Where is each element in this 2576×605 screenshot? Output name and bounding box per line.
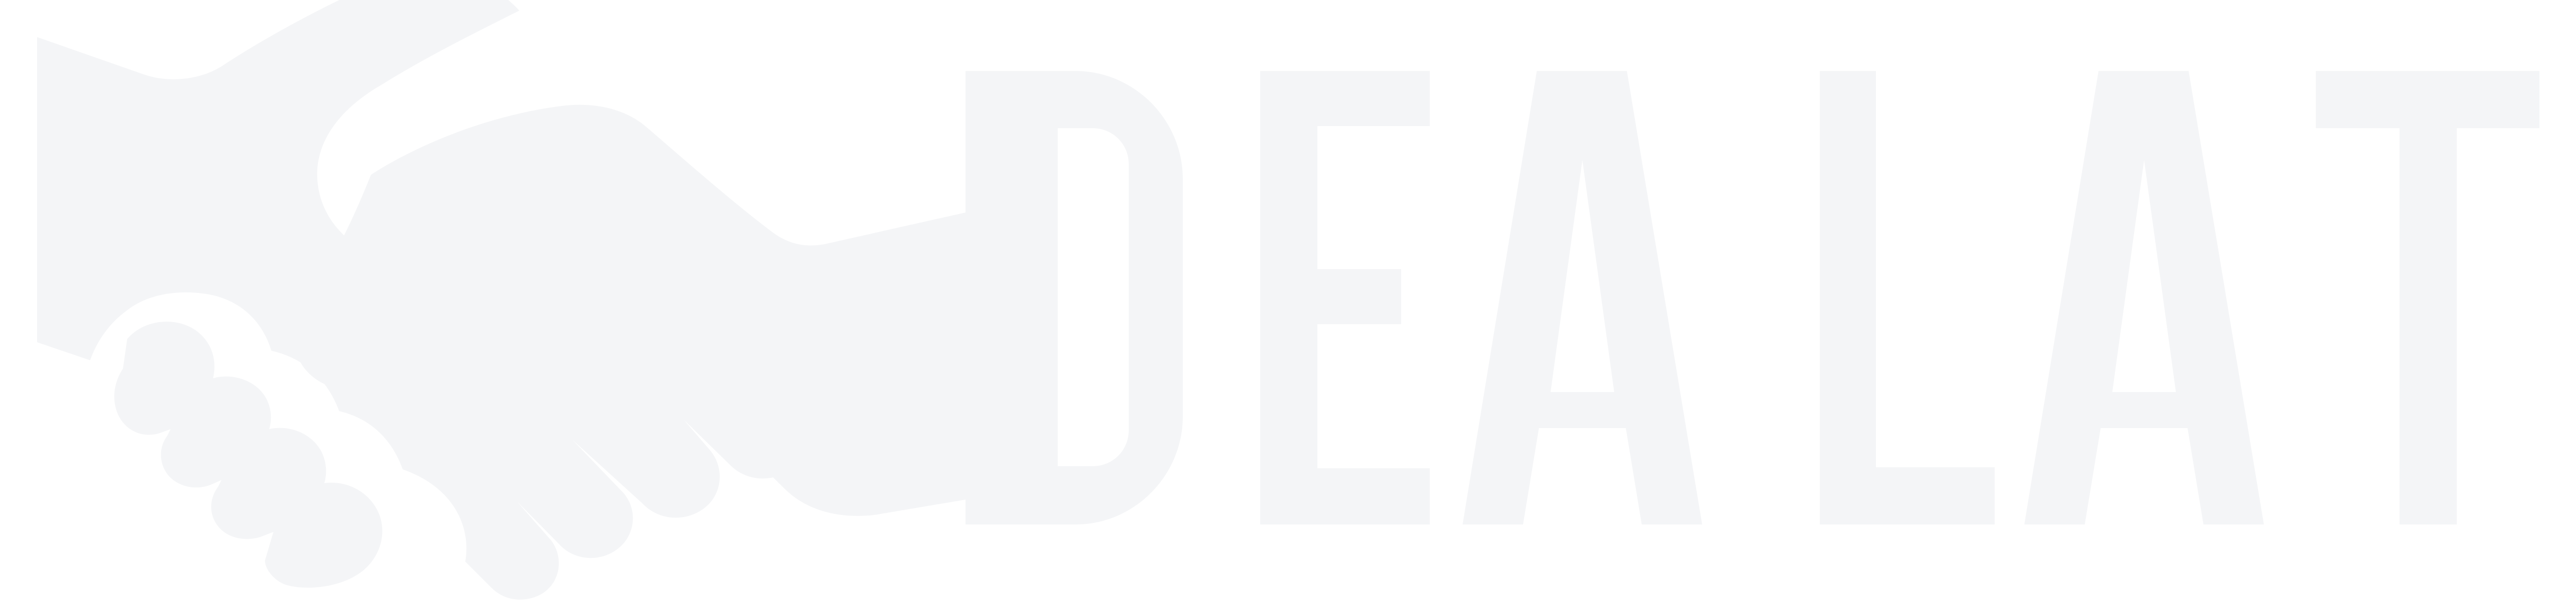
letter-e-shape [1260,71,1430,524]
letter-l-shape [1820,71,1995,524]
handshake-icon [37,0,975,600]
handshake-fingers [114,322,383,588]
letter-d-shape [966,71,1183,524]
letter-a-shape [1463,71,1702,524]
letter-t-shape [2316,71,2539,524]
letter-a2-shape [2024,71,2264,524]
wordmark-shapes [966,71,2539,524]
